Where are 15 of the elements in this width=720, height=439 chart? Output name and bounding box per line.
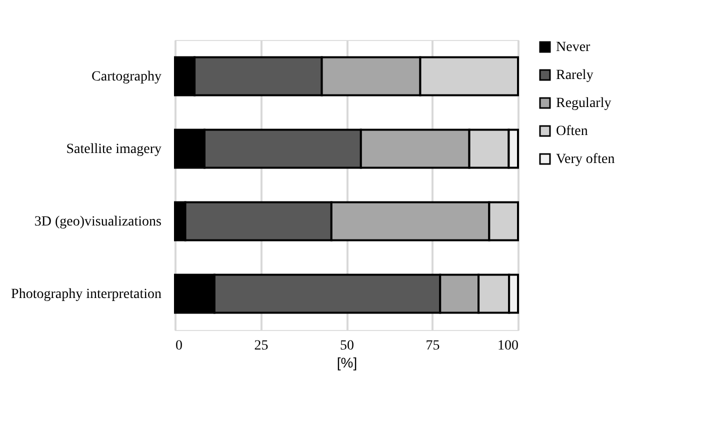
x-tick-label: 50 xyxy=(340,338,354,354)
y-tick-label: Cartography xyxy=(92,69,162,84)
legend-label: Often xyxy=(556,124,588,139)
x-tick-label: 75 xyxy=(426,338,440,354)
legend-label: Never xyxy=(556,40,591,55)
y-tick-label: Satellite imagery xyxy=(66,142,162,157)
legend-label: Rarely xyxy=(556,68,594,83)
x-axis-title: [%] xyxy=(336,354,358,370)
x-tick-label: 0 xyxy=(176,338,182,354)
y-tick-label: Photography interpretation xyxy=(11,286,162,302)
legend-label: Regularly xyxy=(556,96,612,111)
legend-label: Very often xyxy=(556,152,615,167)
y-tick-label: 3D (geo)visualizations xyxy=(34,214,162,230)
x-tick-label: 25 xyxy=(254,338,268,354)
x-tick-label: 100 xyxy=(498,338,518,354)
